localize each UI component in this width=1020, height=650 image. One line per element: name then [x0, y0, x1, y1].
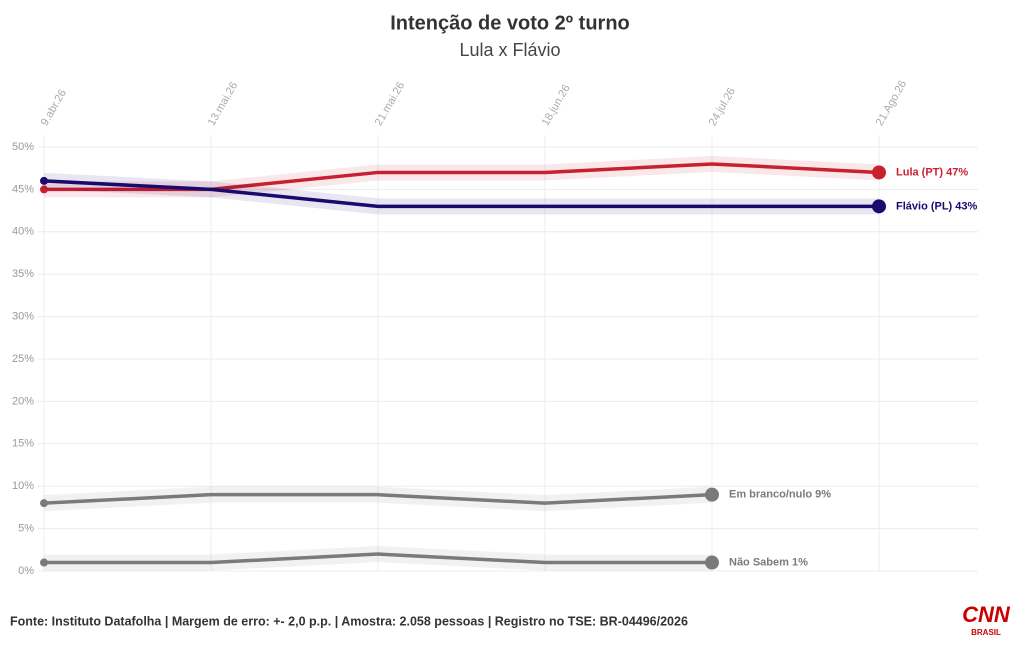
error-band: [43, 172, 879, 215]
end-dot: [705, 555, 719, 570]
y-tick-label: 50%: [12, 141, 34, 153]
y-tick-label: 20%: [12, 395, 34, 407]
logo: CNN: [962, 602, 1011, 627]
series-line: [44, 552, 712, 565]
start-dot: [40, 558, 48, 567]
series-line: [43, 179, 879, 209]
start-dot: [40, 499, 48, 508]
logo-sub: BRASIL: [971, 628, 1001, 637]
series-label: Não Sabem 1%: [729, 556, 808, 568]
x-tick-label: 18.jun.26: [540, 83, 573, 128]
x-tick-label: 21.mai.26: [373, 80, 408, 128]
chart-subtitle: Lula x Flávio: [459, 40, 560, 60]
chart-title: Intenção de voto 2º turno: [390, 12, 630, 34]
y-tick-label: 30%: [12, 311, 34, 323]
start-dot: [40, 185, 48, 194]
y-tick-label: 40%: [12, 226, 34, 238]
series-line: [43, 492, 713, 505]
end-dot: [872, 165, 886, 180]
source-note: Fonte: Instituto Datafolha | Margem de e…: [10, 614, 688, 628]
y-tick-label: 5%: [18, 523, 34, 535]
x-tick-label: 21.Ago.26: [874, 79, 909, 128]
series-label: Lula (PT) 47%: [896, 166, 968, 178]
y-tick-label: 10%: [12, 480, 34, 492]
y-tick-label: 35%: [12, 268, 34, 280]
y-tick-label: 0%: [18, 565, 34, 577]
x-tick-label: 9.abr.26: [39, 88, 69, 128]
x-tick-label: 24.jul.26: [707, 86, 738, 128]
y-tick-label: 45%: [12, 183, 34, 195]
x-tick-label: 13.mai.26: [206, 80, 241, 128]
end-dot: [705, 487, 719, 502]
series-label: Em branco/nulo 9%: [729, 489, 831, 501]
start-dot: [40, 176, 48, 185]
y-tick-label: 25%: [12, 353, 34, 365]
series-label: Flávio (PL) 43%: [896, 200, 978, 212]
y-tick-label: 15%: [12, 438, 34, 450]
end-dot: [872, 199, 886, 214]
